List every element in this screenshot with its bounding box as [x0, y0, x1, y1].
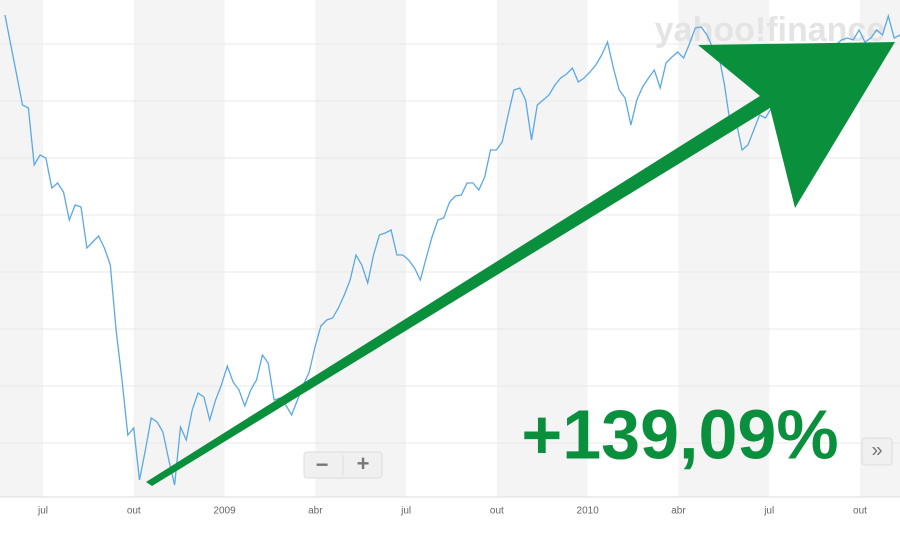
watermark: yahoo!finance [655, 11, 885, 49]
band [315, 0, 407, 497]
expand-button[interactable] [861, 437, 893, 466]
x-tick-label: jul [400, 506, 411, 517]
x-tick-label: out [853, 506, 867, 517]
arrow [146, 42, 895, 486]
zoom-out[interactable]: − [316, 452, 329, 477]
zoom-in[interactable]: + [357, 451, 370, 476]
annotation: +139,09% [521, 395, 838, 473]
expand-icon[interactable]: » [871, 439, 882, 461]
band [0, 0, 43, 497]
x-tick-label: jul [763, 506, 774, 517]
price-line [4, 13, 900, 486]
x-tick-label: 2010 [577, 506, 600, 517]
grid [0, 43, 900, 444]
x-tick-label: 2009 [213, 506, 236, 517]
x-tick-label: out [127, 506, 141, 517]
x-tick-label: out [490, 506, 504, 517]
x-tick-label: abr [671, 506, 686, 517]
band [496, 0, 588, 497]
x-tick-label: abr [308, 506, 323, 517]
x-tick-label: jul [37, 506, 48, 517]
band [133, 0, 225, 497]
